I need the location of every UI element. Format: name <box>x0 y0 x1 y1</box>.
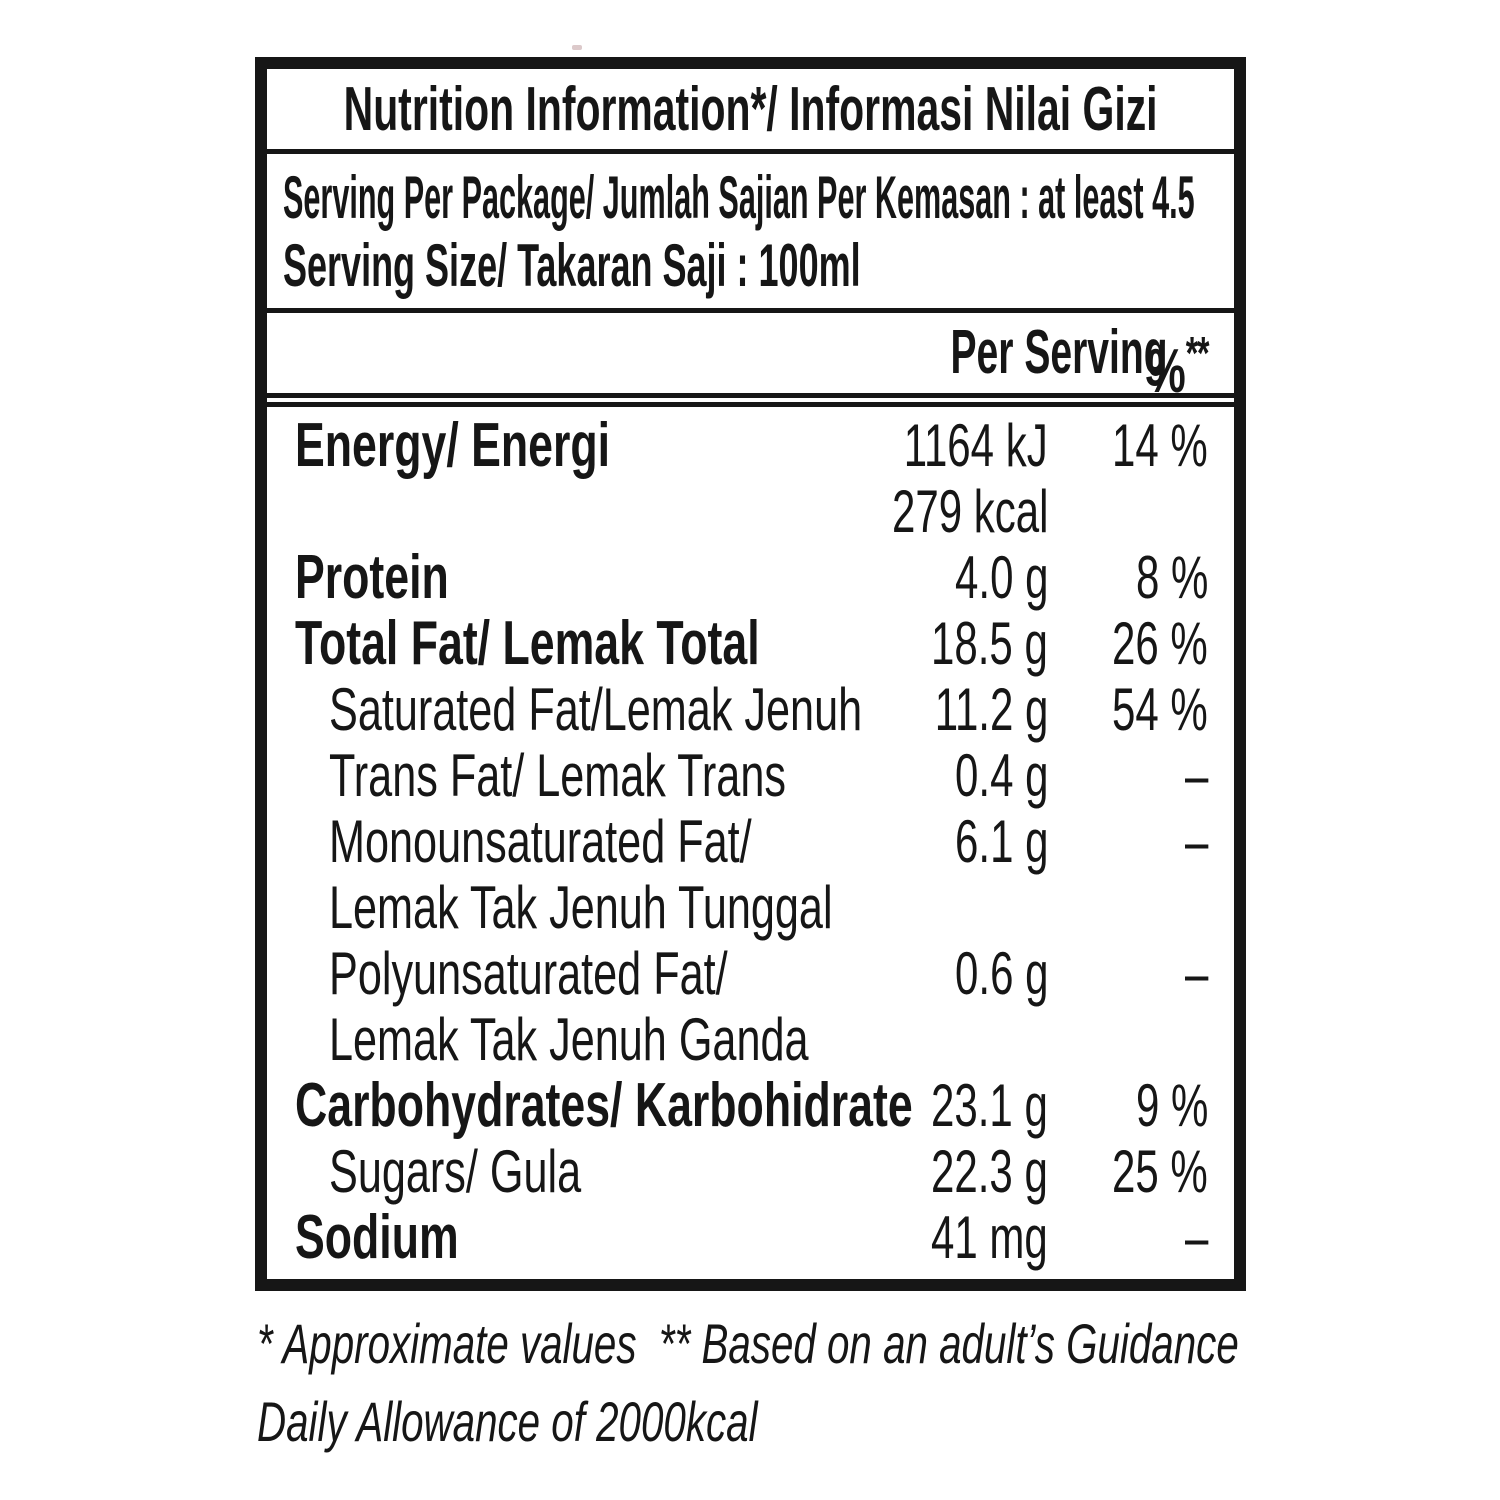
nutrition-label-title: Nutrition Information*/ Informasi Nilai … <box>343 74 1158 144</box>
row-monounsaturated-fat-id: Lemak Tak Jenuh Tunggal <box>267 875 1234 941</box>
footnote-line-2: Daily Allowance of 2000kcal <box>257 1390 758 1453</box>
divider-after-title <box>267 149 1234 154</box>
nutrient-label: Polyunsaturated Fat/ <box>329 940 728 1007</box>
nutrient-label: Energy/ Energi <box>295 411 611 480</box>
nutrition-label-title-row: Nutrition Information*/ Informasi Nilai … <box>267 69 1234 149</box>
footnote: * Approximate values ** Based on an adul… <box>257 1305 1467 1461</box>
nutrient-value: 18.5 g <box>931 610 1048 677</box>
nutrient-percent: 54 % <box>1112 676 1208 743</box>
nutrient-value: 6.1 g <box>954 808 1048 875</box>
nutrient-value: 0.6 g <box>954 940 1048 1007</box>
nutrient-percent: 26 % <box>1112 610 1208 677</box>
percent-footnote-stars: ** <box>1185 327 1210 379</box>
nutrient-percent: – <box>1184 1204 1208 1271</box>
nutrient-label: Sugars/ Gula <box>329 1138 582 1205</box>
serving-per-package-line: Serving Per Package/ Jumlah Sajian Per K… <box>283 164 1195 231</box>
nutrition-facts-box: Nutrition Information*/ Informasi Nilai … <box>255 57 1246 1291</box>
nutrient-label: Monounsaturated Fat/ <box>329 808 752 875</box>
percent-column-header: %** <box>1048 313 1210 406</box>
nutrient-value: 279 kcal <box>891 478 1048 545</box>
nutrient-label: Sodium <box>295 1203 459 1272</box>
row-polyunsaturated-fat: Polyunsaturated Fat/ 0.6 g – <box>267 941 1234 1007</box>
nutrient-label: Carbohydrates/ Karbohidrate <box>295 1071 913 1140</box>
row-total-fat: Total Fat/ Lemak Total 18.5 g 26 % <box>267 611 1234 677</box>
scan-artifact-dot <box>572 45 582 50</box>
column-header-row: Per Serving %** <box>267 313 1234 406</box>
footnote-line-1: * Approximate values ** Based on an adul… <box>257 1312 1239 1375</box>
row-trans-fat: Trans Fat/ Lemak Trans 0.4 g – <box>267 743 1234 809</box>
row-energy: Energy/ Energi 1164 kJ 14 % <box>267 413 1234 479</box>
percent-symbol: % <box>1146 336 1186 406</box>
nutrient-label: Lemak Tak Jenuh Tunggal <box>329 874 833 941</box>
nutrient-label: Saturated Fat/Lemak Jenuh <box>329 676 863 743</box>
nutrient-percent: – <box>1184 940 1208 1007</box>
row-polyunsaturated-fat-id: Lemak Tak Jenuh Ganda <box>267 1007 1234 1073</box>
nutrient-percent: 25 % <box>1112 1138 1208 1205</box>
row-sugars: Sugars/ Gula 22.3 g 25 % <box>267 1139 1234 1205</box>
row-carbohydrates: Carbohydrates/ Karbohidrate 23.1 g 9 % <box>267 1073 1234 1139</box>
nutrient-label: Total Fat/ Lemak Total <box>295 609 760 678</box>
nutrient-value: 4.0 g <box>954 544 1048 611</box>
nutrient-percent: – <box>1184 808 1208 875</box>
divider-after-serving <box>267 308 1234 313</box>
nutrient-percent: 9 % <box>1135 1072 1208 1139</box>
nutrient-value: 41 mg <box>931 1204 1048 1271</box>
nutrient-label: Lemak Tak Jenuh Ganda <box>329 1006 809 1073</box>
nutrient-label: Trans Fat/ Lemak Trans <box>329 742 786 809</box>
nutrient-value: 22.3 g <box>931 1138 1048 1205</box>
nutrient-rows-section: Energy/ Energi 1164 kJ 14 % 279 kcal Pro… <box>267 407 1234 1279</box>
divider-before-body <box>267 393 1234 407</box>
nutrient-percent: – <box>1184 742 1208 809</box>
nutrient-percent: 8 % <box>1135 544 1208 611</box>
nutrient-value: 1164 kJ <box>904 412 1048 479</box>
nutrient-percent: 14 % <box>1112 412 1208 479</box>
serving-size-line: Serving Size/ Takaran Saji : 100ml <box>283 232 861 299</box>
row-sodium: Sodium 41 mg – <box>267 1205 1234 1271</box>
row-monounsaturated-fat: Monounsaturated Fat/ 6.1 g – <box>267 809 1234 875</box>
nutrient-value: 23.1 g <box>931 1072 1048 1139</box>
row-saturated-fat: Saturated Fat/Lemak Jenuh 11.2 g 54 % <box>267 677 1234 743</box>
nutrient-label: Protein <box>295 543 449 612</box>
nutrient-value: 0.4 g <box>954 742 1048 809</box>
nutrient-value: 11.2 g <box>934 676 1048 743</box>
row-protein: Protein 4.0 g 8 % <box>267 545 1234 611</box>
per-serving-column-header: Per Serving <box>950 318 1168 387</box>
serving-info-section: Serving Per Package/ Jumlah Sajian Per K… <box>267 154 1234 308</box>
row-energy-kcal: 279 kcal <box>267 479 1234 545</box>
